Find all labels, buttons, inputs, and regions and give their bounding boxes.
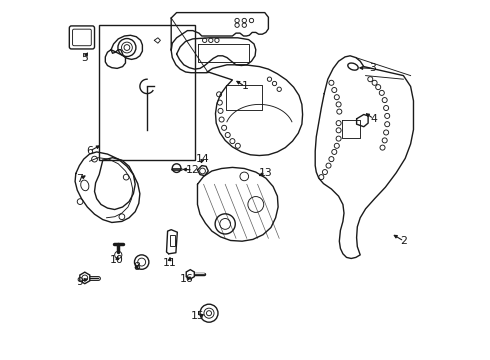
Text: 4: 4	[370, 114, 377, 124]
Polygon shape	[186, 270, 195, 279]
Text: 2: 2	[401, 236, 408, 246]
Text: 10: 10	[110, 255, 124, 265]
Bar	[99, 25, 195, 160]
Bar	[170, 235, 175, 246]
Text: 6: 6	[86, 146, 93, 156]
Text: 1: 1	[242, 81, 248, 91]
Text: 13: 13	[259, 168, 273, 178]
Text: 15: 15	[191, 311, 204, 321]
Text: 14: 14	[196, 154, 209, 164]
FancyBboxPatch shape	[69, 26, 95, 49]
Text: 11: 11	[163, 258, 176, 268]
Text: 12: 12	[186, 165, 200, 175]
Text: 7: 7	[76, 174, 83, 184]
Polygon shape	[80, 272, 90, 284]
Text: 5: 5	[81, 53, 88, 63]
Text: 3: 3	[369, 63, 376, 73]
Text: 16: 16	[180, 274, 194, 284]
Text: 9: 9	[76, 276, 83, 287]
Text: 8: 8	[134, 262, 141, 272]
